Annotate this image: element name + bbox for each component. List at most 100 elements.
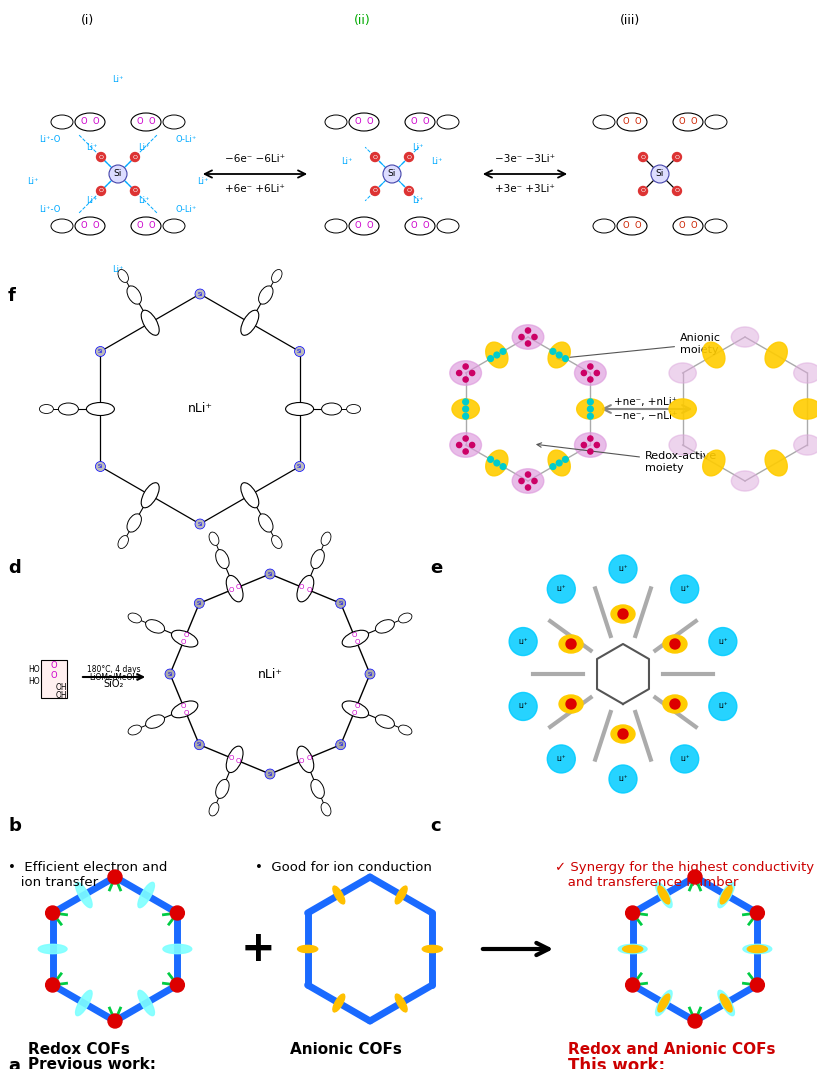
Ellipse shape: [399, 613, 412, 623]
Text: O: O: [235, 584, 241, 590]
Circle shape: [195, 289, 205, 299]
Circle shape: [336, 740, 346, 749]
Circle shape: [587, 449, 593, 454]
Circle shape: [525, 341, 530, 346]
Circle shape: [96, 186, 105, 196]
Text: O: O: [136, 118, 143, 126]
Circle shape: [556, 460, 562, 466]
Text: Si: Si: [197, 601, 202, 606]
Circle shape: [750, 907, 765, 920]
Circle shape: [609, 555, 637, 583]
Text: Li⁺-O: Li⁺-O: [39, 135, 60, 143]
Circle shape: [547, 745, 575, 773]
Ellipse shape: [574, 360, 606, 385]
Ellipse shape: [703, 450, 725, 476]
Text: Si: Si: [197, 742, 202, 747]
Ellipse shape: [131, 113, 161, 131]
Ellipse shape: [765, 342, 788, 368]
Ellipse shape: [512, 325, 544, 350]
Ellipse shape: [617, 113, 647, 131]
Ellipse shape: [271, 269, 282, 282]
Ellipse shape: [325, 115, 347, 129]
Ellipse shape: [138, 990, 154, 1016]
Circle shape: [563, 456, 569, 462]
Text: a: a: [8, 1057, 20, 1069]
Circle shape: [587, 399, 593, 405]
Text: Li⁺: Li⁺: [138, 196, 150, 204]
Ellipse shape: [138, 882, 154, 908]
Ellipse shape: [611, 605, 635, 623]
Circle shape: [46, 907, 60, 920]
Circle shape: [532, 335, 537, 340]
Circle shape: [519, 479, 525, 483]
Text: O: O: [181, 702, 185, 709]
Circle shape: [488, 356, 493, 361]
Ellipse shape: [395, 886, 407, 904]
Text: 180°C, 4 days: 180°C, 4 days: [87, 665, 141, 673]
Text: O: O: [149, 221, 155, 231]
Text: Li⁺: Li⁺: [86, 196, 97, 204]
Text: O: O: [690, 221, 698, 231]
Circle shape: [96, 153, 105, 161]
Text: +6e⁻ +6Li⁺: +6e⁻ +6Li⁺: [225, 184, 285, 193]
Ellipse shape: [574, 433, 606, 458]
Text: Si: Si: [388, 170, 396, 179]
Text: Si: Si: [198, 292, 203, 296]
Text: Si: Si: [198, 522, 203, 527]
Circle shape: [494, 460, 500, 466]
Text: Li⁺: Li⁺: [680, 586, 690, 592]
Circle shape: [46, 978, 60, 992]
Text: O: O: [149, 118, 155, 126]
Circle shape: [587, 414, 593, 419]
Text: (iii): (iii): [620, 14, 641, 27]
Ellipse shape: [271, 536, 282, 548]
Ellipse shape: [705, 219, 727, 233]
Ellipse shape: [452, 399, 480, 419]
Ellipse shape: [75, 882, 92, 908]
Text: HO: HO: [29, 677, 40, 685]
Text: Li⁺: Li⁺: [197, 177, 209, 186]
Ellipse shape: [216, 549, 229, 569]
Circle shape: [670, 639, 680, 649]
Text: O: O: [411, 118, 417, 126]
Ellipse shape: [618, 944, 647, 954]
Text: O: O: [92, 221, 100, 231]
Circle shape: [500, 464, 506, 469]
Text: O: O: [351, 632, 356, 638]
Text: Redox and Anionic COFs: Redox and Anionic COFs: [568, 1042, 775, 1057]
Circle shape: [509, 693, 537, 721]
Text: Si: Si: [98, 348, 103, 354]
Circle shape: [470, 370, 475, 375]
Circle shape: [371, 186, 380, 196]
Text: Li⁺: Li⁺: [112, 75, 123, 83]
Text: O: O: [235, 758, 241, 764]
Ellipse shape: [399, 725, 412, 735]
Ellipse shape: [226, 575, 243, 602]
Text: Si: Si: [98, 464, 103, 469]
Text: O: O: [306, 755, 312, 761]
Text: O: O: [679, 221, 685, 231]
Ellipse shape: [172, 631, 198, 647]
Text: O: O: [92, 118, 100, 126]
Text: (i): (i): [82, 14, 95, 27]
Text: O: O: [623, 118, 629, 126]
Ellipse shape: [75, 113, 105, 131]
Ellipse shape: [673, 217, 703, 235]
Text: O: O: [184, 632, 189, 638]
Circle shape: [195, 520, 205, 529]
Ellipse shape: [209, 532, 219, 545]
Ellipse shape: [297, 945, 318, 952]
Circle shape: [404, 186, 413, 196]
Text: Li⁺: Li⁺: [431, 157, 443, 167]
Circle shape: [109, 165, 127, 183]
Circle shape: [295, 462, 305, 471]
Text: O: O: [51, 670, 57, 680]
Text: nLi⁺: nLi⁺: [257, 667, 283, 681]
Text: +3e⁻ +3Li⁺: +3e⁻ +3Li⁺: [495, 184, 555, 193]
Text: O: O: [99, 188, 104, 193]
Ellipse shape: [310, 779, 324, 799]
Text: O: O: [675, 155, 680, 159]
Text: +ne⁻, +nLi⁺: +ne⁻, +nLi⁺: [614, 397, 677, 407]
Text: d: d: [8, 559, 20, 577]
Text: Redox COFs: Redox COFs: [28, 1042, 130, 1057]
